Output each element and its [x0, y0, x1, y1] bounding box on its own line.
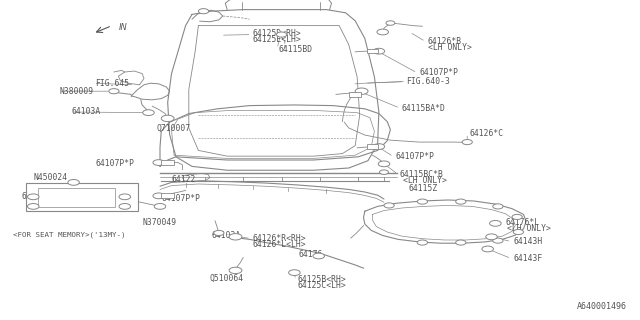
Circle shape — [493, 204, 503, 209]
Text: 64107P*P: 64107P*P — [396, 152, 435, 161]
Circle shape — [119, 194, 131, 200]
Circle shape — [276, 32, 287, 37]
Text: 64107P*P: 64107P*P — [419, 68, 458, 77]
Text: 64115BA*D: 64115BA*D — [401, 104, 445, 113]
Circle shape — [512, 214, 522, 220]
Circle shape — [229, 234, 242, 240]
FancyBboxPatch shape — [349, 92, 361, 97]
Circle shape — [377, 29, 388, 35]
Text: 64126*R<RH>: 64126*R<RH> — [253, 234, 307, 243]
Circle shape — [486, 234, 497, 240]
Circle shape — [380, 170, 388, 174]
Text: <LH ONLY>: <LH ONLY> — [507, 224, 551, 233]
Text: 64107P*P: 64107P*P — [96, 159, 135, 168]
Text: 64125C<LH>: 64125C<LH> — [298, 281, 346, 290]
Text: 64125E<LH>: 64125E<LH> — [253, 36, 301, 44]
Circle shape — [109, 89, 119, 94]
Circle shape — [493, 238, 503, 243]
Text: <LH ONLY>: <LH ONLY> — [403, 176, 447, 185]
Text: 64176*L: 64176*L — [506, 218, 540, 227]
Text: 64115BC*B: 64115BC*B — [400, 170, 444, 179]
Circle shape — [214, 230, 224, 236]
FancyBboxPatch shape — [161, 160, 174, 165]
Text: 64105Q: 64105Q — [21, 192, 51, 201]
Text: 64125B<RH>: 64125B<RH> — [298, 276, 346, 284]
FancyBboxPatch shape — [367, 144, 378, 149]
Circle shape — [373, 144, 385, 149]
Circle shape — [313, 253, 324, 259]
Circle shape — [373, 48, 385, 54]
Circle shape — [417, 240, 428, 245]
Text: 64143F: 64143F — [513, 254, 543, 263]
Circle shape — [161, 115, 174, 122]
FancyBboxPatch shape — [26, 183, 138, 211]
Text: 64122: 64122 — [172, 175, 196, 184]
Circle shape — [153, 160, 164, 165]
Circle shape — [28, 204, 39, 209]
Circle shape — [229, 267, 242, 274]
Circle shape — [28, 194, 39, 200]
Circle shape — [456, 240, 466, 245]
Circle shape — [482, 246, 493, 252]
Circle shape — [384, 203, 394, 208]
Circle shape — [417, 199, 428, 204]
Text: 64126*B: 64126*B — [428, 37, 461, 46]
Text: Q510064: Q510064 — [210, 274, 244, 283]
Text: <FOR SEAT MEMORY>('13MY-): <FOR SEAT MEMORY>('13MY-) — [13, 232, 125, 238]
Text: A640001496: A640001496 — [577, 302, 627, 311]
Circle shape — [198, 9, 209, 14]
Circle shape — [462, 140, 472, 145]
Circle shape — [490, 220, 501, 226]
Text: 64115Z: 64115Z — [408, 184, 438, 193]
Text: N450024: N450024 — [33, 173, 67, 182]
Circle shape — [386, 21, 395, 25]
Text: 64107P*P: 64107P*P — [161, 194, 200, 203]
Text: 64103A: 64103A — [72, 108, 101, 116]
Text: 64103A: 64103A — [211, 231, 241, 240]
Text: 64126*C: 64126*C — [469, 129, 503, 138]
Text: 64143H: 64143H — [513, 237, 543, 246]
Circle shape — [456, 199, 466, 204]
FancyBboxPatch shape — [367, 49, 378, 53]
FancyBboxPatch shape — [38, 188, 115, 207]
Text: 64125D<RH>: 64125D<RH> — [253, 29, 301, 38]
Circle shape — [119, 204, 131, 209]
Circle shape — [68, 180, 79, 185]
Circle shape — [154, 204, 166, 209]
Text: 64176: 64176 — [299, 250, 323, 259]
Text: N370049: N370049 — [142, 218, 176, 227]
Text: 64126*L<LH>: 64126*L<LH> — [253, 240, 307, 249]
Circle shape — [378, 161, 390, 167]
Circle shape — [289, 270, 300, 276]
Text: <LH ONLY>: <LH ONLY> — [428, 43, 472, 52]
FancyBboxPatch shape — [161, 193, 174, 198]
Text: FIG.645: FIG.645 — [95, 79, 129, 88]
Circle shape — [153, 193, 164, 199]
Text: IN: IN — [118, 23, 127, 32]
Text: Q710007: Q710007 — [157, 124, 191, 132]
Text: N380009: N380009 — [60, 87, 93, 96]
Circle shape — [513, 229, 524, 235]
Text: FIG.640-3: FIG.640-3 — [406, 77, 451, 86]
Circle shape — [143, 110, 154, 116]
Circle shape — [355, 88, 368, 94]
Text: 64115BD: 64115BD — [278, 45, 312, 54]
